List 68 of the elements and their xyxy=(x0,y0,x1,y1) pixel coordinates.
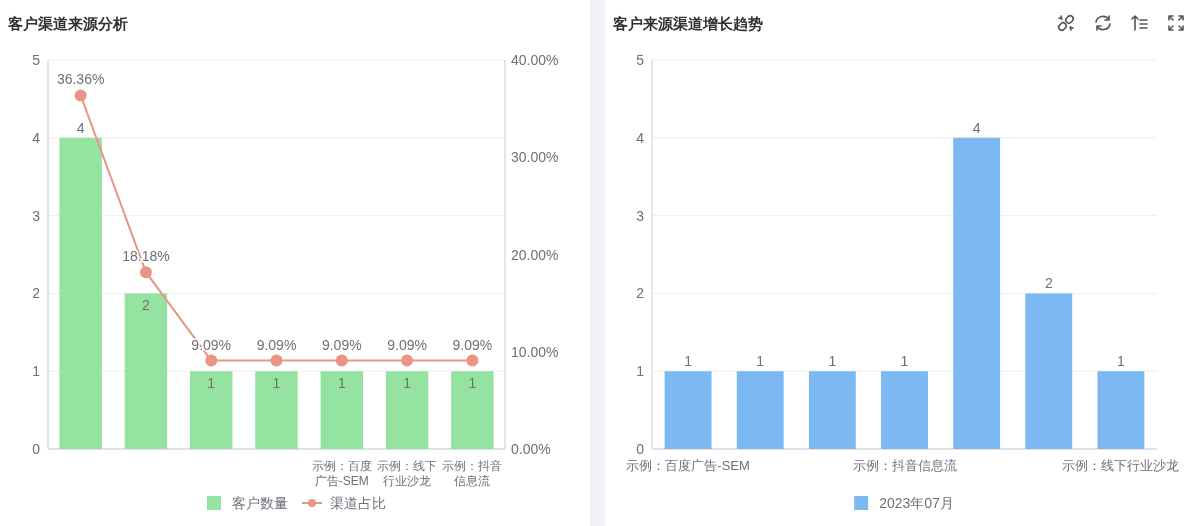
data-label: 4 xyxy=(76,119,85,136)
bar xyxy=(1097,371,1145,449)
y2-tick-label: 30.00% xyxy=(511,149,559,166)
data-label: 9.09% xyxy=(387,336,427,353)
data-label: 36.36% xyxy=(56,71,105,88)
x-tick-label: 示例：百度广告-SEM xyxy=(311,459,372,488)
data-label: 1 xyxy=(828,353,837,370)
bar xyxy=(1025,293,1073,449)
y-tick-label: 0 xyxy=(636,441,645,457)
y-tick-label: 4 xyxy=(636,129,645,146)
bar xyxy=(881,371,928,449)
y-tick-label: 4 xyxy=(32,129,41,146)
data-label: 1 xyxy=(272,375,281,392)
y2-tick-label: 40.00% xyxy=(511,52,559,68)
x-tick-label: 示例：线下行业沙龙 xyxy=(377,459,438,488)
y-tick-label: 3 xyxy=(32,207,41,224)
point xyxy=(205,354,218,367)
data-label: 1 xyxy=(337,375,346,392)
data-label: 1 xyxy=(403,375,412,392)
data-label: 1 xyxy=(756,353,765,370)
bar xyxy=(320,371,363,449)
data-label: 9.09% xyxy=(452,336,493,353)
chart-title: 客户渠道来源分析 xyxy=(7,15,128,32)
y2-tick-label: 10.00% xyxy=(511,343,559,360)
data-label: 9.09% xyxy=(256,336,297,353)
y-tick-label: 5 xyxy=(32,52,41,68)
y2-tick-label: 20.00% xyxy=(511,246,559,263)
point xyxy=(335,354,348,367)
point xyxy=(139,266,152,279)
bar xyxy=(190,371,233,449)
bar xyxy=(124,293,168,449)
y-tick-label: 2 xyxy=(32,285,41,302)
bar xyxy=(808,371,856,449)
chart-title: 客户来源渠道增长趋势 xyxy=(612,15,763,32)
y-tick-label: 1 xyxy=(636,363,645,380)
bar xyxy=(385,371,429,449)
y-tick-label: 0 xyxy=(32,441,41,457)
bar xyxy=(953,137,1001,449)
data-label: 2 xyxy=(1044,275,1053,292)
bar xyxy=(664,371,712,449)
y-tick-label: 2 xyxy=(636,285,645,302)
legend-label: 2023年07月 xyxy=(879,495,954,511)
point xyxy=(270,354,283,367)
bar xyxy=(451,371,494,449)
y-tick-label: 1 xyxy=(32,363,41,380)
x-tick-label: 示例：百度广告-SEM xyxy=(626,458,750,473)
data-label: 4 xyxy=(972,119,981,136)
data-label: 2 xyxy=(142,297,151,314)
legend-label: 渠道占比 xyxy=(330,495,386,511)
data-label: 1 xyxy=(900,353,909,370)
point xyxy=(401,354,414,367)
y2-tick-label: 0.00% xyxy=(511,441,551,457)
bar xyxy=(255,371,298,449)
bar xyxy=(736,371,784,449)
point xyxy=(74,89,87,102)
data-label: 1 xyxy=(468,375,477,392)
data-label: 1 xyxy=(207,375,216,392)
y-tick-label: 5 xyxy=(636,52,645,68)
y-tick-label: 3 xyxy=(636,207,645,224)
x-tick-label: 示例：抖音信息流 xyxy=(852,458,957,473)
data-label: 1 xyxy=(1117,353,1126,370)
data-label: 1 xyxy=(684,353,693,370)
point xyxy=(466,354,479,367)
bar xyxy=(59,137,102,449)
legend-label: 客户数量 xyxy=(232,495,288,511)
x-tick-label: 示例：线下行业沙龙 xyxy=(1062,458,1180,473)
x-tick-label: 示例：抖音信息流 xyxy=(442,459,503,488)
data-label: 9.09% xyxy=(321,336,362,353)
